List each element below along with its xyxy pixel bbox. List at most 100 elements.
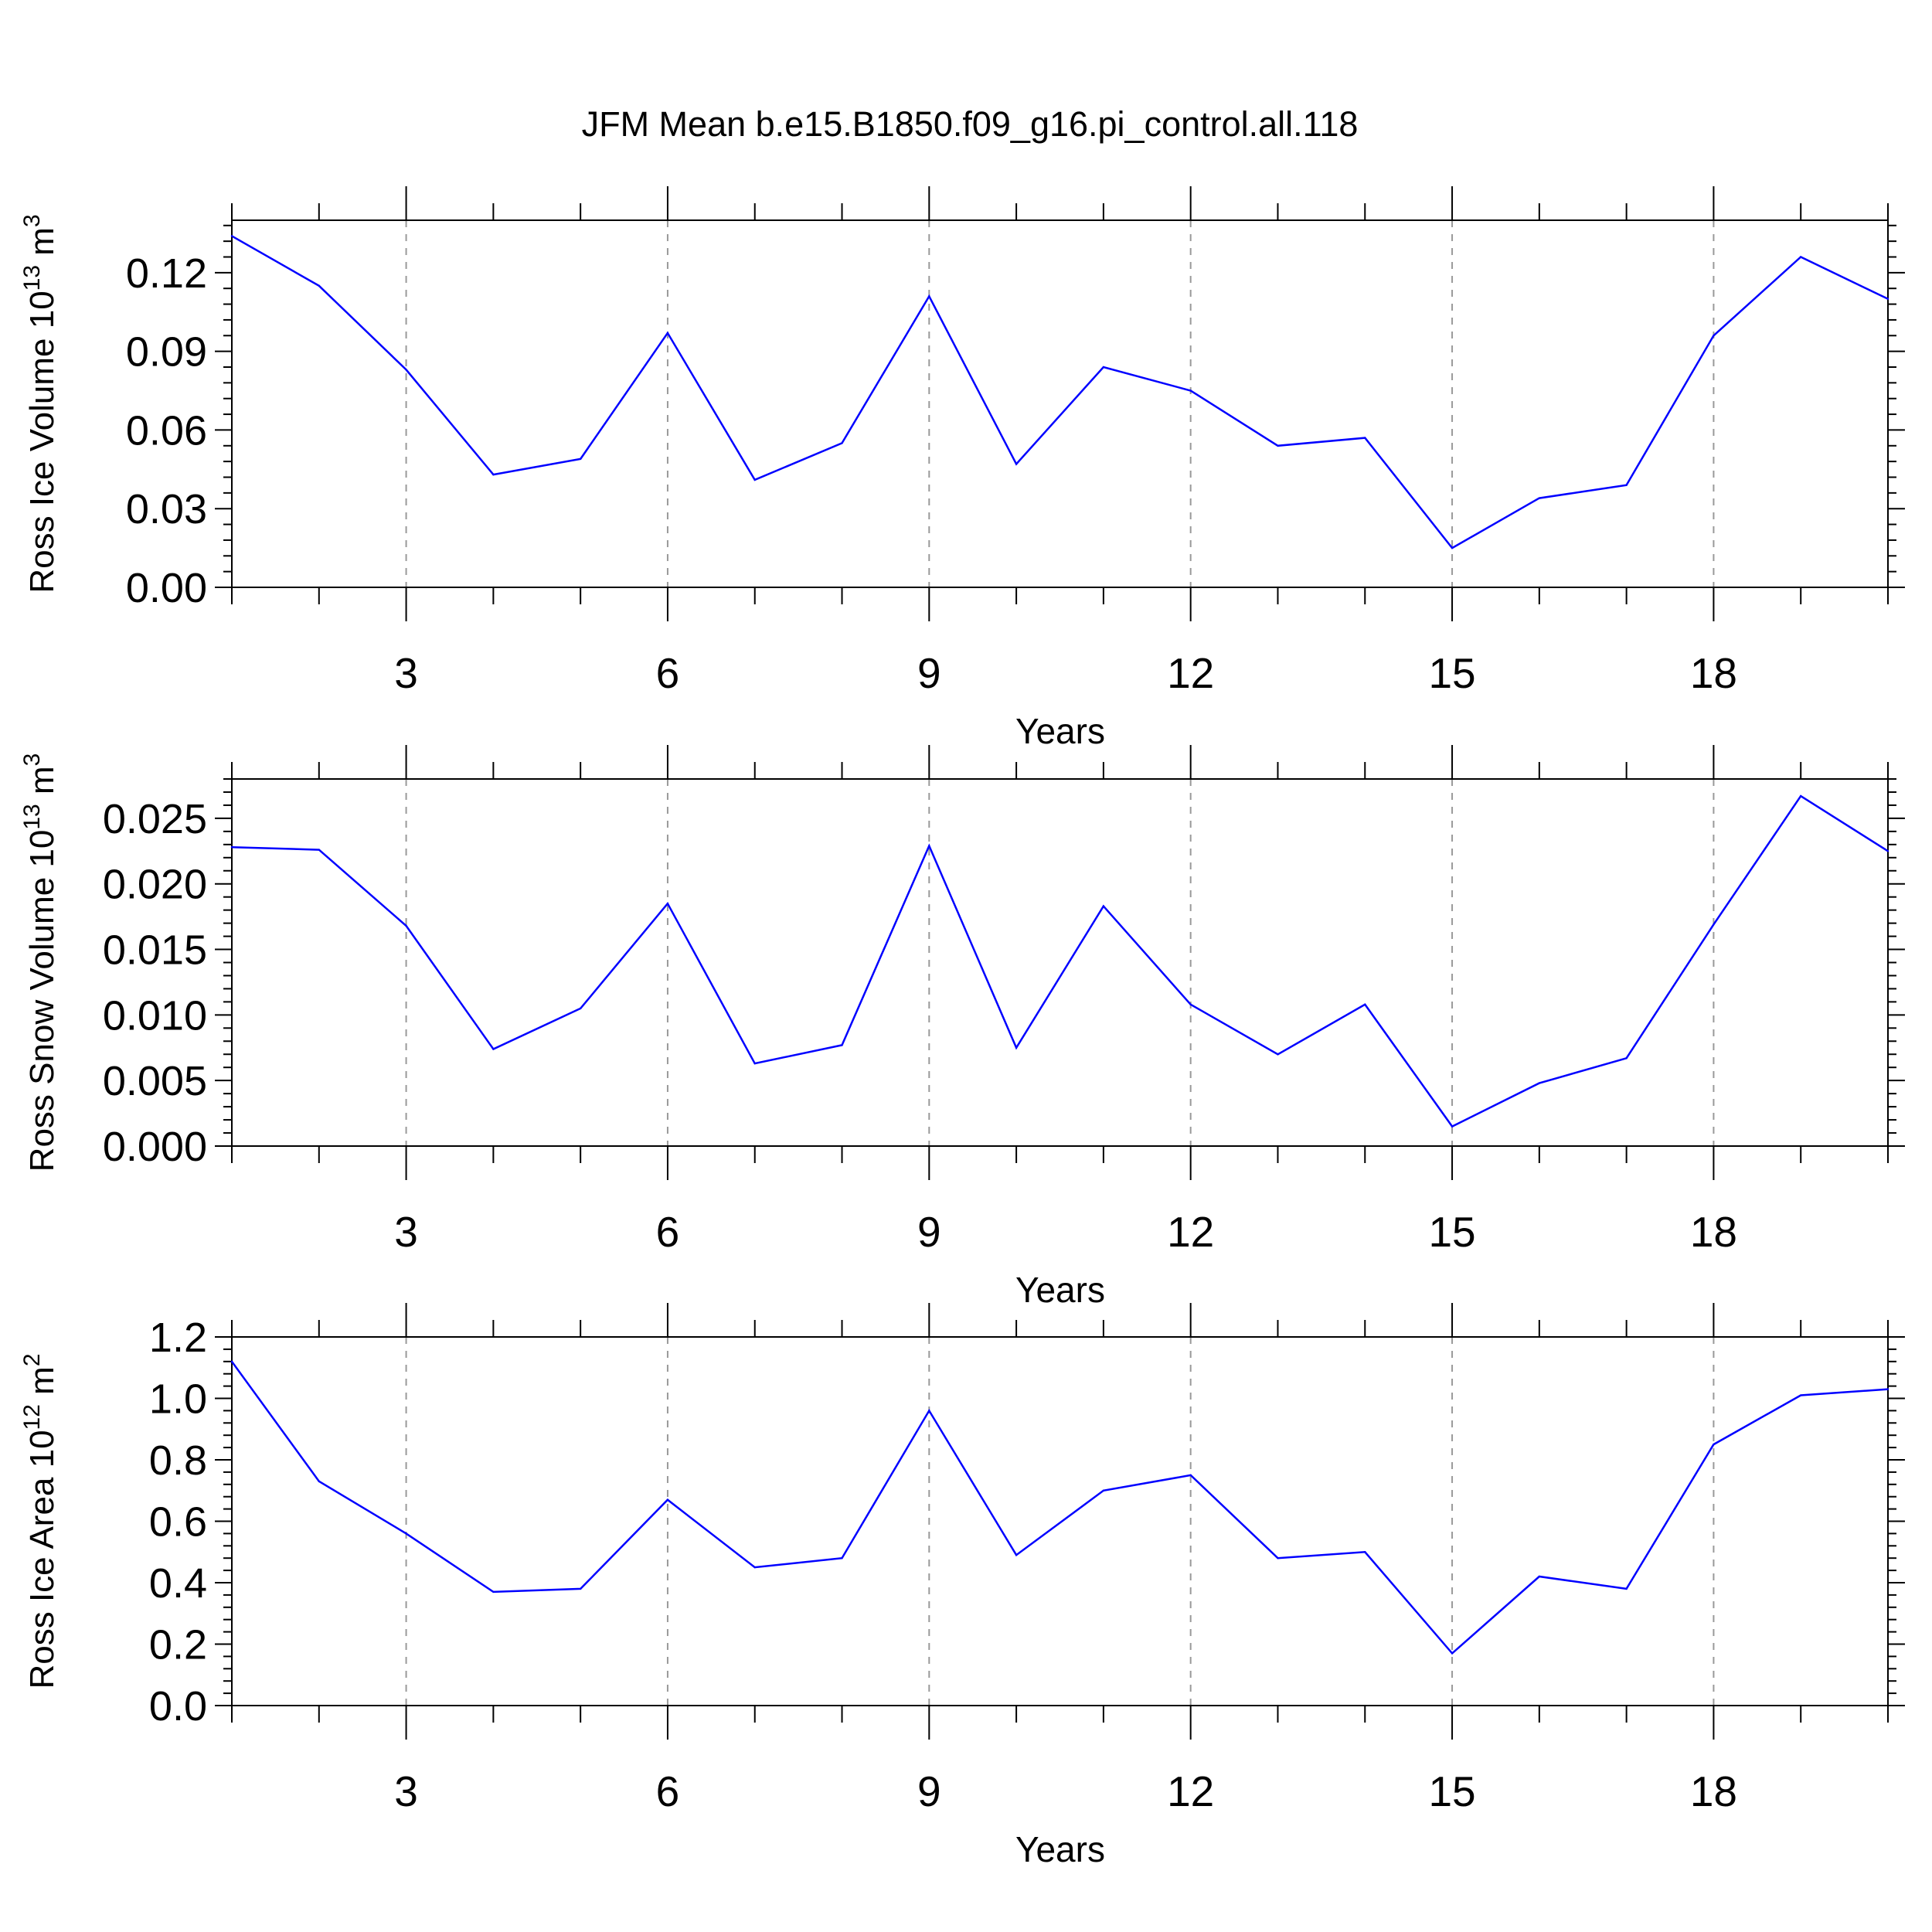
x-tick-label: 3 <box>394 649 418 697</box>
data-point <box>579 1587 582 1590</box>
data-point <box>1886 1388 1889 1390</box>
data-point <box>753 1566 756 1569</box>
y-axis-label-text: Ross Snow Volume 10 <box>23 830 61 1172</box>
data-point <box>1800 256 1802 258</box>
y-axis-label-superscript: 13 <box>19 265 45 291</box>
data-point <box>928 295 930 298</box>
x-axis-label: Years <box>1015 1270 1105 1310</box>
x-tick-label: 12 <box>1167 1208 1214 1256</box>
plot-frame <box>231 778 1889 1147</box>
plot-frame <box>231 219 1889 588</box>
data-point <box>1713 1443 1715 1446</box>
y-tick-label: 0.025 <box>103 796 207 842</box>
x-tick-label: 6 <box>656 1767 680 1815</box>
x-tick-label: 6 <box>656 649 680 697</box>
data-point <box>841 442 843 444</box>
y-tick-label: 1.0 <box>149 1376 207 1423</box>
data-point <box>1451 546 1454 549</box>
data-point <box>666 902 669 905</box>
x-axis-label: Years <box>1015 711 1105 751</box>
data-point <box>666 332 669 335</box>
data-point <box>318 284 320 287</box>
chart-panel-3: 0.0 0.2 0.4 0.6 0.8 1.0 1.2 3 6 9 12 15 18 Years Ross … <box>19 1303 1905 1869</box>
y-axis-label-superscript: 3 <box>19 214 45 227</box>
plot-frame <box>231 1336 1889 1706</box>
data-point <box>1886 850 1889 852</box>
data-point <box>1538 1082 1541 1084</box>
data-point <box>579 1007 582 1010</box>
y-tick-label: 0.12 <box>126 250 207 297</box>
x-tick-label: 9 <box>917 1208 941 1256</box>
data-point <box>1800 1394 1802 1396</box>
x-tick-label: 18 <box>1690 649 1737 697</box>
data-point <box>1102 1489 1105 1492</box>
y-tick-label: 0.2 <box>149 1622 207 1668</box>
data-point <box>405 924 407 927</box>
y-tick-label: 0.020 <box>103 862 207 908</box>
data-point <box>492 1048 495 1050</box>
data-point <box>230 1360 233 1363</box>
data-point <box>1277 444 1279 447</box>
data-point <box>1189 1474 1192 1477</box>
data-point <box>666 1498 669 1501</box>
data-point <box>1189 1003 1192 1005</box>
data-point <box>1015 1554 1018 1556</box>
data-point <box>1625 1587 1628 1590</box>
data-point <box>1102 905 1105 907</box>
data-point <box>753 478 756 481</box>
x-axis-label: Years <box>1015 1829 1105 1869</box>
y-axis-label: Ross Ice Volume 1013 m3 <box>19 214 61 593</box>
y-tick-label: 0.4 <box>149 1560 207 1607</box>
y-axis-label-superscript: 2 <box>19 1353 45 1366</box>
y-tick-label: 0.06 <box>126 407 207 454</box>
data-point <box>753 1062 756 1065</box>
x-tick-label: 9 <box>917 649 941 697</box>
data-point <box>1451 1125 1454 1128</box>
data-point <box>492 473 495 476</box>
data-point <box>1015 1046 1018 1049</box>
x-tick-label: 12 <box>1167 1767 1214 1815</box>
data-point <box>230 846 233 849</box>
data-point <box>492 1590 495 1594</box>
data-point <box>1713 923 1715 926</box>
data-point <box>405 1532 407 1535</box>
data-point <box>1364 1551 1366 1553</box>
data-point <box>1713 335 1715 337</box>
y-tick-label: 0.09 <box>126 329 207 376</box>
x-tick-label: 12 <box>1167 649 1214 697</box>
y-tick-label: 0.010 <box>103 992 207 1039</box>
y-axis-label-superscript: 13 <box>19 804 45 829</box>
series-line <box>231 794 1889 1128</box>
data-point <box>928 1410 930 1412</box>
data-point <box>1451 1652 1454 1655</box>
data-point <box>230 235 233 237</box>
y-tick-label: 0.005 <box>103 1058 207 1104</box>
data-point <box>1015 463 1018 465</box>
x-tick-label: 3 <box>394 1767 418 1815</box>
y-tick-label: 0.6 <box>149 1499 207 1546</box>
x-tick-label: 15 <box>1428 649 1475 697</box>
data-point <box>928 845 930 847</box>
y-tick-label: 0.015 <box>103 927 207 974</box>
data-point <box>841 1044 843 1046</box>
data-point <box>1189 389 1192 392</box>
data-point <box>1102 366 1105 369</box>
chart-panel-1: 0.00 0.03 0.06 0.09 0.12 3 6 9 12 15 18 Years Ross I… <box>19 186 1905 751</box>
x-tick-label: 15 <box>1428 1208 1475 1256</box>
data-point <box>1277 1557 1279 1560</box>
data-point <box>318 1480 320 1483</box>
y-axis-label-text: Ross Ice Area 10 <box>23 1430 61 1689</box>
y-axis-label-superscript: 3 <box>19 753 45 767</box>
data-point <box>318 849 320 851</box>
x-tick-label: 18 <box>1690 1767 1737 1815</box>
y-axis-label-superscript: 12 <box>19 1404 45 1430</box>
series-line <box>230 1361 1889 1655</box>
y-axis-label-text: m <box>23 1366 61 1404</box>
y-tick-label: 0.03 <box>126 486 207 532</box>
chart-panel-2: 0.000 0.005 0.010 0.015 0.020 0.025 3 6 9 12 15 18 Y… <box>19 745 1905 1310</box>
x-tick-label: 6 <box>656 1208 680 1256</box>
data-point <box>405 369 407 371</box>
data-point <box>1364 1003 1366 1005</box>
